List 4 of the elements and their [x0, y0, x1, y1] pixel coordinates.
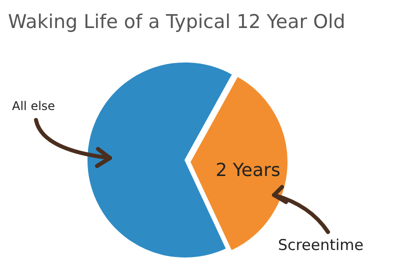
slice-label: Screentime — [278, 236, 364, 254]
text: 2 Years — [216, 160, 280, 181]
slice-label: All else — [12, 99, 56, 113]
chart-title: Waking Life of a Typical 12 Year Old — [8, 11, 346, 33]
